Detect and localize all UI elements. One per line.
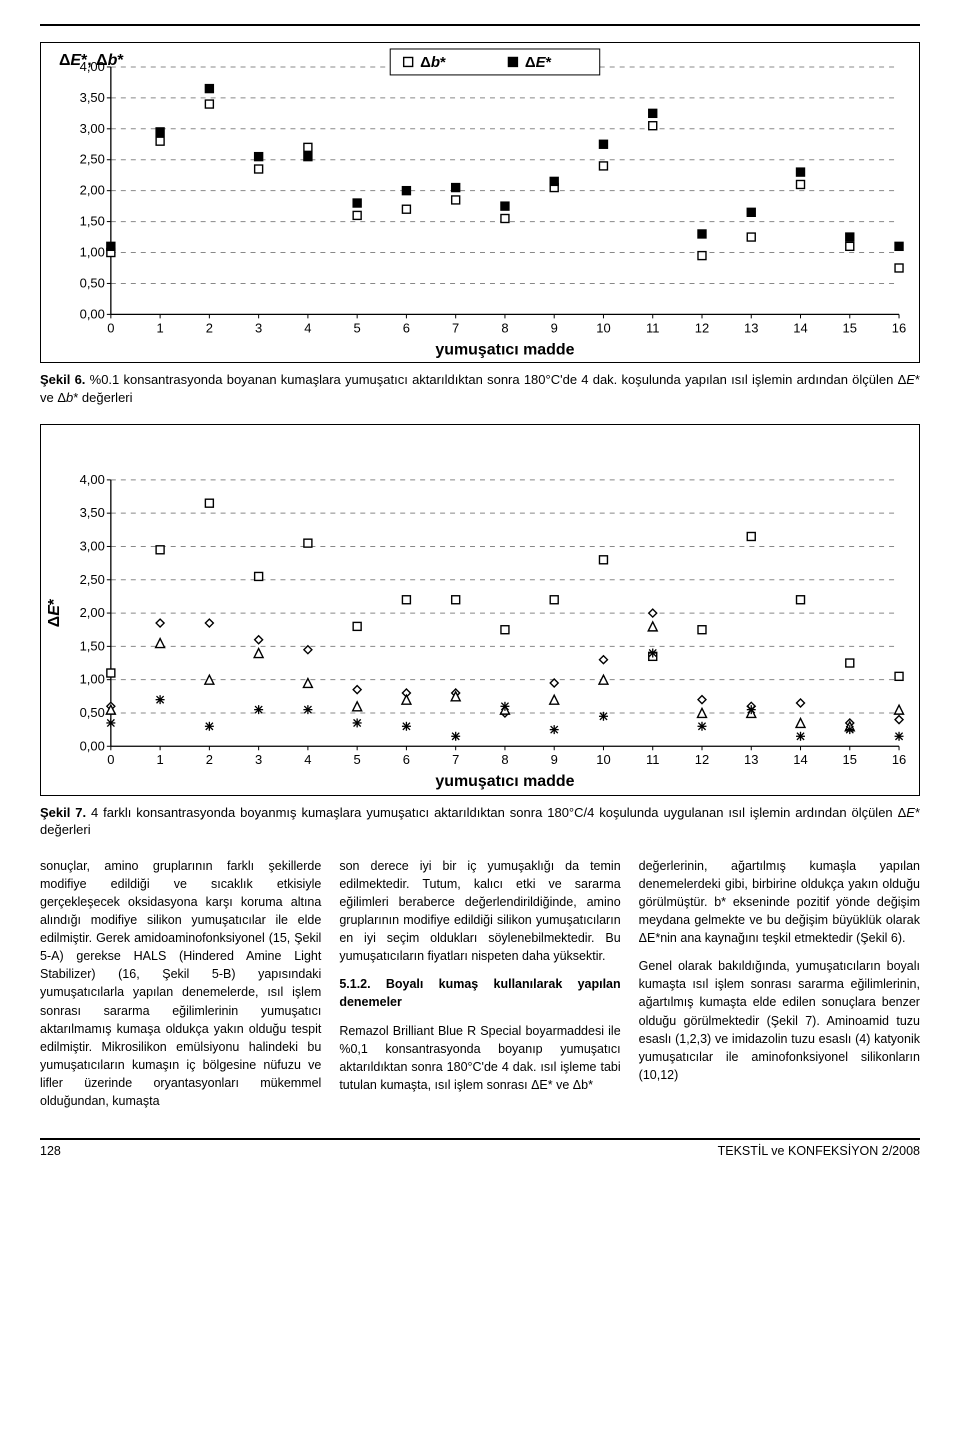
svg-text:2: 2 — [206, 320, 213, 335]
svg-text:11: 11 — [646, 753, 659, 768]
svg-text:ΔE*: ΔE* — [525, 54, 552, 71]
body-p4: değerlerinin, ağartılmış kumaşla yapılan… — [639, 857, 920, 948]
page-footer: 128 TEKSTİL ve KONFEKSİYON 2/2008 — [40, 1138, 920, 1158]
svg-text:15: 15 — [843, 753, 857, 768]
svg-text:5: 5 — [354, 753, 361, 768]
chart-2: 0,1%0,3%0,5%1,0%0,000,501,001,502,002,50… — [41, 425, 919, 794]
svg-text:0: 0 — [107, 753, 114, 768]
svg-text:14: 14 — [793, 320, 807, 335]
chart-1-caption-text: %0.1 konsantrasyonda boyanan kumaşlara y… — [40, 372, 920, 405]
svg-text:ΔE*: ΔE* — [46, 598, 63, 627]
svg-text:4,00: 4,00 — [80, 472, 105, 487]
svg-text:3: 3 — [255, 753, 262, 768]
svg-text:1,50: 1,50 — [80, 639, 105, 654]
svg-text:12: 12 — [695, 753, 709, 768]
svg-text:4: 4 — [304, 320, 311, 335]
svg-text:8: 8 — [501, 320, 508, 335]
svg-text:Δb*: Δb* — [420, 54, 446, 71]
svg-text:1: 1 — [156, 753, 163, 768]
body-p3: Remazol Brilliant Blue R Special boyarma… — [339, 1022, 620, 1095]
svg-text:0,00: 0,00 — [80, 306, 105, 321]
svg-text:yumuşatıcı madde: yumuşatıcı madde — [435, 774, 574, 791]
svg-text:3,00: 3,00 — [80, 539, 105, 554]
svg-text:yumuşatıcı madde: yumuşatıcı madde — [435, 341, 574, 358]
svg-text:0,00: 0,00 — [80, 739, 105, 754]
svg-text:6: 6 — [403, 320, 410, 335]
footer-journal: TEKSTİL ve KONFEKSİYON 2/2008 — [718, 1144, 920, 1158]
top-rule — [40, 24, 920, 26]
chart-2-caption-bold: Şekil 7. — [40, 805, 86, 820]
body-subhead: 5.1.2. Boyalı kumaş kullanılarak yapılan… — [339, 975, 620, 1011]
svg-text:7: 7 — [452, 753, 459, 768]
body-p5: Genel olarak bakıldığında, yumuşatıcılar… — [639, 957, 920, 1084]
chart-1-caption: Şekil 6. %0.1 konsantrasyonda boyanan ku… — [40, 371, 920, 406]
svg-text:2: 2 — [206, 753, 213, 768]
svg-text:0,50: 0,50 — [80, 705, 105, 720]
svg-text:3,50: 3,50 — [80, 90, 105, 105]
svg-text:12: 12 — [695, 320, 709, 335]
svg-text:10: 10 — [596, 320, 610, 335]
svg-text:0: 0 — [107, 320, 114, 335]
svg-text:2,50: 2,50 — [80, 152, 105, 167]
svg-text:9: 9 — [551, 320, 558, 335]
svg-text:8: 8 — [501, 753, 508, 768]
chart-1: 0,000,501,001,502,002,503,003,504,000123… — [41, 43, 919, 362]
svg-text:4: 4 — [304, 753, 311, 768]
svg-text:1,00: 1,00 — [80, 672, 105, 687]
svg-text:13: 13 — [744, 753, 758, 768]
svg-text:0,50: 0,50 — [80, 275, 105, 290]
footer-page-number: 128 — [40, 1144, 61, 1158]
svg-text:10: 10 — [596, 753, 610, 768]
svg-text:ΔE*, Δb*: ΔE*, Δb* — [59, 52, 124, 69]
chart-2-caption: Şekil 7. 4 farklı konsantrasyonda boyanm… — [40, 804, 920, 839]
body-p1: sonuçlar, amino gruplarının farklı şekil… — [40, 857, 321, 1111]
svg-text:1,50: 1,50 — [80, 214, 105, 229]
svg-text:3,50: 3,50 — [80, 506, 105, 521]
svg-text:16: 16 — [892, 753, 906, 768]
svg-text:9: 9 — [551, 753, 558, 768]
svg-text:1,00: 1,00 — [80, 245, 105, 260]
svg-text:13: 13 — [744, 320, 758, 335]
chart-1-caption-bold: Şekil 6. — [40, 372, 85, 387]
svg-text:2,50: 2,50 — [80, 572, 105, 587]
svg-text:16: 16 — [892, 320, 906, 335]
svg-text:2,00: 2,00 — [80, 605, 105, 620]
svg-text:6: 6 — [403, 753, 410, 768]
svg-text:3: 3 — [255, 320, 262, 335]
svg-text:5: 5 — [354, 320, 361, 335]
chart-1-box: 0,000,501,001,502,002,503,003,504,000123… — [40, 42, 920, 363]
body-columns: sonuçlar, amino gruplarının farklı şekil… — [40, 857, 920, 1111]
svg-text:3,00: 3,00 — [80, 121, 105, 136]
svg-text:14: 14 — [793, 753, 807, 768]
svg-text:2,00: 2,00 — [80, 183, 105, 198]
svg-text:11: 11 — [646, 320, 659, 335]
svg-text:1: 1 — [157, 320, 164, 335]
svg-text:15: 15 — [843, 320, 857, 335]
chart-2-caption-text: 4 farklı konsantrasyonda boyanmış kumaşl… — [40, 805, 920, 838]
body-p2: son derece iyi bir iç yumuşaklığı da tem… — [339, 857, 620, 966]
chart-2-box: 0,1%0,3%0,5%1,0%0,000,501,001,502,002,50… — [40, 424, 920, 795]
svg-text:7: 7 — [452, 320, 459, 335]
